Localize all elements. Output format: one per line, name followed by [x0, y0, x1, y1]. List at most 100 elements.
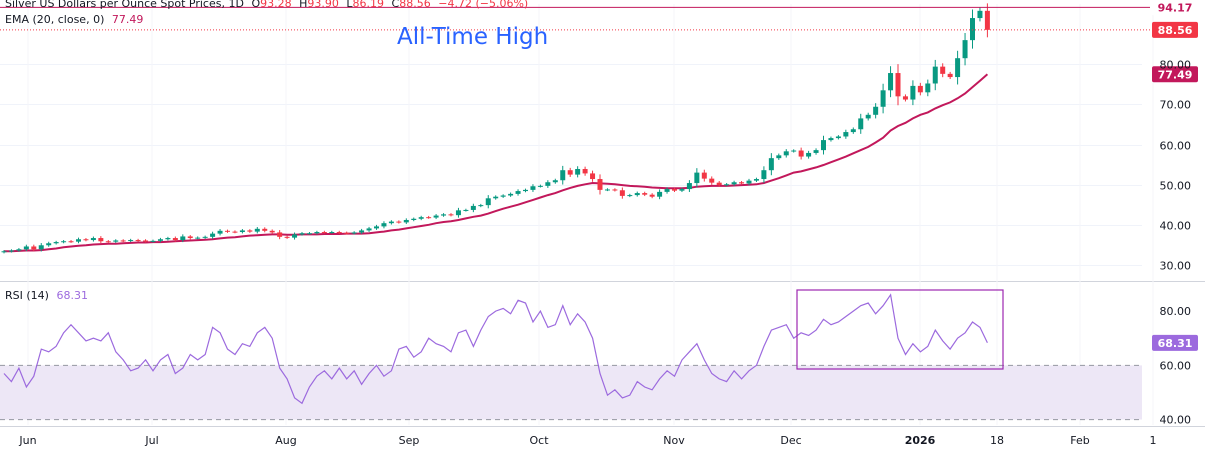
candle-body [46, 243, 52, 246]
candle-body [135, 240, 141, 242]
candle [768, 153, 774, 176]
time-tick-label: Dec [780, 434, 801, 447]
candle [76, 237, 81, 244]
candle [433, 214, 439, 220]
candle [612, 188, 618, 192]
candle [470, 203, 476, 213]
candle-body [284, 236, 290, 238]
candle [239, 229, 245, 234]
high-label: H [299, 0, 308, 10]
ema-price-tag-bg [1152, 66, 1198, 83]
candle-body [500, 195, 506, 197]
candle-body [850, 129, 856, 133]
candle-body [172, 238, 178, 241]
candle [441, 213, 447, 217]
close-label: C [391, 0, 400, 10]
candle-body [202, 236, 208, 238]
candle-body [374, 226, 379, 229]
price-tick-label: 40.00 [1160, 220, 1192, 233]
candle [359, 228, 365, 234]
candle-body [157, 239, 163, 241]
candle [90, 236, 96, 242]
rsi-layer: 68.31 [3, 289, 1198, 405]
candle [552, 178, 558, 184]
candle [634, 191, 640, 197]
candle [597, 174, 603, 195]
candle [560, 165, 566, 185]
candle-body [351, 232, 357, 234]
candle [731, 180, 737, 186]
candle-body [83, 239, 89, 241]
candle [120, 239, 126, 243]
candle-body [552, 180, 558, 183]
change-value: −4.72 (−5.06%) [438, 0, 529, 10]
candle-body [604, 189, 610, 191]
candle [284, 235, 290, 239]
candle-body [493, 196, 499, 199]
candle [664, 187, 670, 194]
candle-body [403, 219, 409, 223]
candle-body [1, 251, 7, 253]
candle [806, 150, 812, 159]
candle [374, 224, 379, 230]
candle-body [217, 230, 223, 234]
candle-body [806, 152, 812, 157]
candle [150, 239, 156, 243]
candle-body [932, 66, 938, 84]
time-tick-label: Nov [663, 434, 685, 447]
candle-body [843, 132, 849, 137]
candle-body [642, 193, 648, 195]
candle [478, 203, 484, 208]
candle [940, 63, 946, 78]
candle-body [247, 230, 253, 232]
candle-body [731, 182, 737, 185]
close-value: 88.56 [399, 0, 431, 10]
symbol-title: Silver US Dollars per Ounce Spot Prices,… [5, 0, 244, 10]
candle [523, 188, 528, 193]
candle [590, 170, 596, 182]
candle-body [925, 83, 931, 93]
candle-body [515, 191, 521, 194]
candle [262, 227, 268, 233]
candle [657, 189, 663, 200]
candle [61, 240, 67, 244]
candle-body [165, 238, 171, 240]
candle-body [567, 170, 573, 175]
candle-body [880, 90, 886, 107]
candle [53, 240, 59, 245]
candle [843, 129, 849, 139]
ath-price-tag: 94.17 [1152, 0, 1198, 16]
candle [165, 236, 171, 241]
low-label: L [346, 0, 353, 10]
candle-body [873, 106, 879, 115]
candle-body [977, 10, 983, 19]
candle [679, 187, 685, 193]
candle [716, 180, 722, 187]
candle-body [798, 150, 804, 157]
candle [128, 238, 134, 243]
candle [344, 231, 350, 235]
candle-body [225, 230, 230, 232]
rsi-tick-label: 40.00 [1160, 414, 1192, 427]
candle [351, 231, 357, 235]
candle [336, 230, 342, 235]
candle [798, 147, 804, 160]
candle [828, 136, 834, 142]
candle-body [366, 228, 372, 231]
candle [225, 229, 230, 233]
candle-body [455, 210, 461, 216]
rsi-value-tag: 68.31 [1152, 334, 1198, 351]
candle-body [254, 228, 260, 232]
candle [448, 213, 454, 217]
candle-body [739, 182, 745, 184]
rsi-band-fill [0, 365, 1142, 420]
rsi-value-tag-text: 68.31 [1158, 337, 1193, 350]
candle [202, 235, 208, 239]
candle [23, 244, 29, 252]
candle [910, 80, 916, 106]
candle [247, 229, 253, 233]
candle [16, 248, 22, 252]
time-tick-label: 18 [990, 434, 1004, 447]
candle-body [61, 241, 67, 243]
candle [463, 208, 469, 212]
